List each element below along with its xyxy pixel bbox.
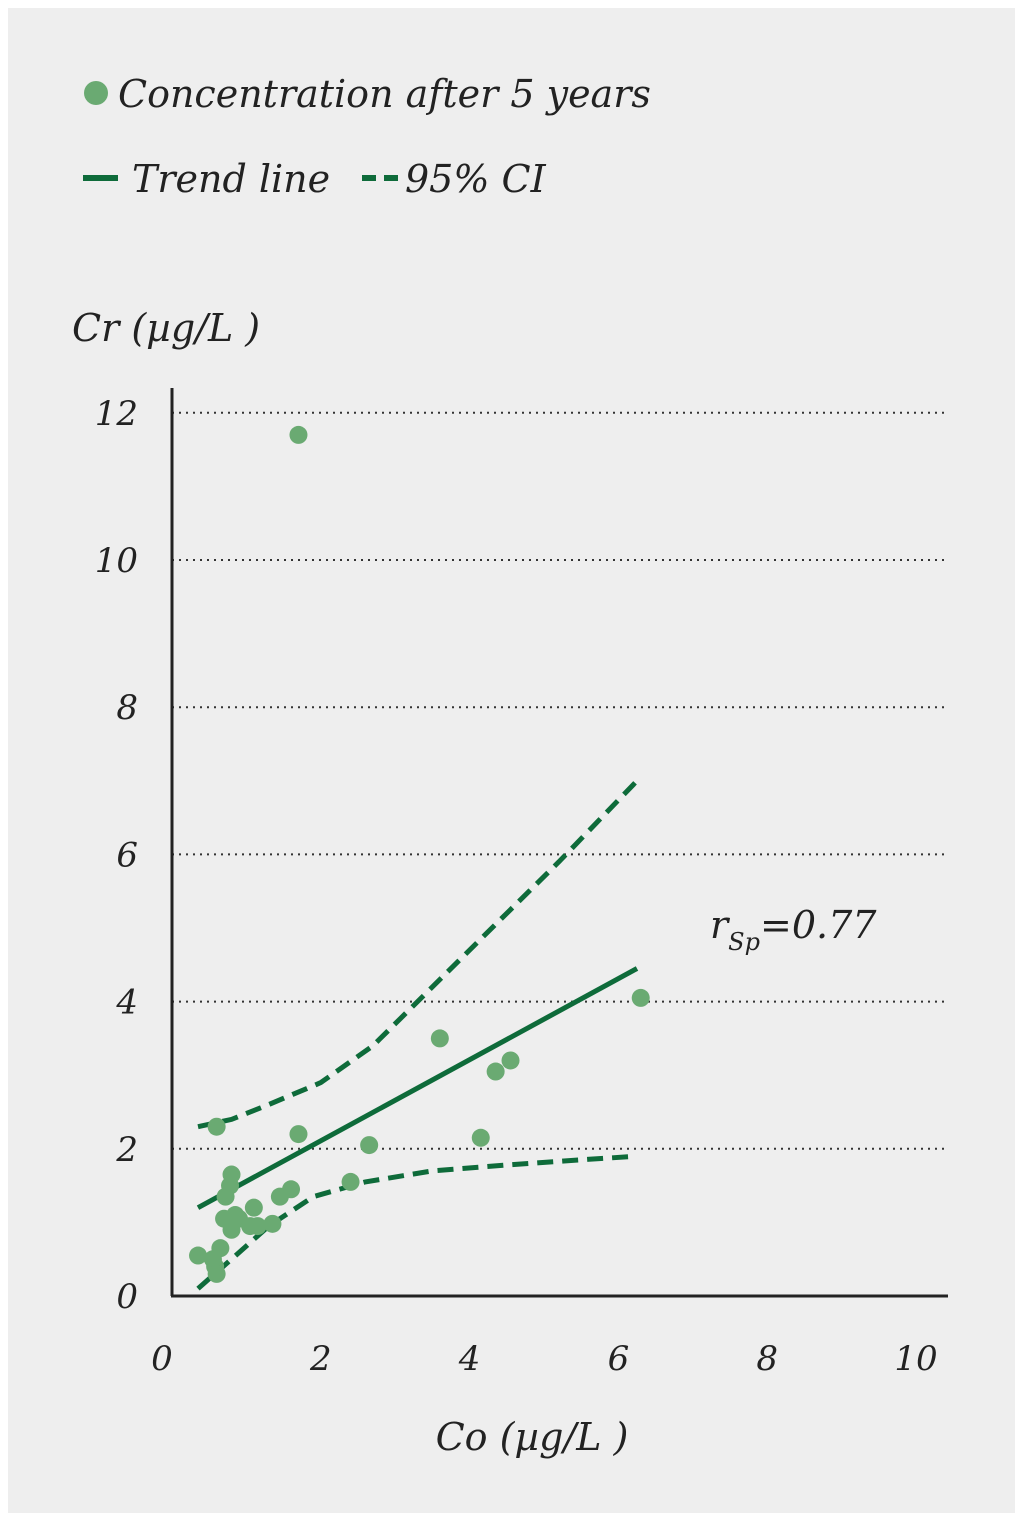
data-point-3	[360, 1136, 379, 1155]
y-tick-label-4: 4	[115, 983, 138, 1023]
annotation-value: =0.77	[760, 903, 877, 947]
data-point-5	[471, 1128, 490, 1147]
axes: 0 2 4 6 8 10 12 0 2 4 6 8 10	[95, 388, 948, 1379]
x-tick-label-2: 2	[309, 1339, 332, 1379]
data-point-9	[341, 1172, 360, 1191]
x-tick-label-10: 10	[894, 1339, 937, 1379]
x-tick-label-0: 0	[151, 1339, 173, 1379]
data-point-21	[263, 1214, 282, 1233]
points	[189, 425, 650, 1283]
data-point-19	[248, 1217, 267, 1236]
y-tick-label-0: 0	[116, 1277, 138, 1317]
data-point-14	[216, 1187, 235, 1206]
data-point-25	[211, 1239, 230, 1258]
data-point-20	[222, 1220, 241, 1239]
ci-upper-line	[197, 779, 639, 1130]
annotation-r: r	[710, 903, 731, 947]
y-axis-title: Cr (µg/L )	[72, 306, 260, 350]
ci-lower-line	[196, 1153, 638, 1291]
y-tick-label-8: 8	[116, 688, 138, 728]
data-point-2	[289, 1125, 308, 1144]
data-point-0	[289, 425, 308, 444]
annotation-subscript: Sp	[728, 928, 760, 956]
data-point-6	[486, 1062, 505, 1081]
chart-panel	[8, 8, 1015, 1513]
data-point-27	[207, 1264, 226, 1283]
x-tick-label-4: 4	[458, 1339, 481, 1379]
data-point-11	[270, 1187, 289, 1206]
x-axis-title: Co (µg/L )	[436, 1415, 629, 1459]
y-tick-label-2: 2	[115, 1130, 138, 1170]
x-tick-label-6: 6	[608, 1339, 630, 1379]
data-point-1	[207, 1117, 226, 1136]
legend-label-points: Concentration after 5 years	[118, 72, 651, 116]
data-point-4	[430, 1029, 449, 1048]
y-tick-label-12: 12	[95, 394, 138, 434]
data-point-22	[226, 1206, 245, 1225]
y-tick-label-6: 6	[116, 835, 138, 875]
legend-label-ci: 95% CI	[405, 157, 547, 201]
data-point-8	[631, 988, 650, 1007]
x-tick-label-8: 8	[756, 1339, 778, 1379]
data-point-15	[244, 1198, 263, 1217]
legend: Concentration after 5 years Trend line 9…	[83, 72, 651, 201]
legend-label-trend: Trend line	[132, 157, 330, 201]
grid	[172, 411, 948, 1150]
spearman-annotation: rSp=0.77	[710, 903, 877, 956]
lines	[196, 779, 639, 1291]
y-tick-label-10: 10	[95, 541, 138, 581]
data-point-7	[501, 1051, 520, 1070]
legend-marker-points	[84, 81, 108, 105]
trend-line	[196, 966, 639, 1210]
data-point-23	[189, 1246, 208, 1265]
